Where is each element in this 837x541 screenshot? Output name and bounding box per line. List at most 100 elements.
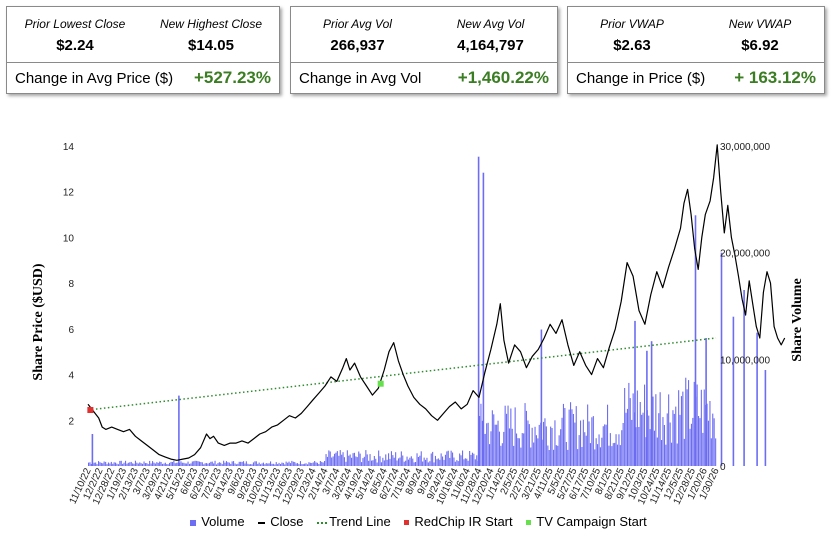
volume-bar — [129, 462, 131, 466]
volume-bar — [602, 426, 604, 466]
volume-spike — [646, 350, 648, 466]
volume-spike — [482, 172, 485, 466]
volume-bar — [416, 453, 418, 466]
volume-bar — [341, 454, 343, 466]
volume-bar — [484, 433, 486, 466]
volume-bar — [287, 462, 289, 466]
volume-bar — [692, 417, 694, 466]
volume-bar — [471, 452, 473, 466]
volume-bar — [528, 424, 530, 466]
volume-bar — [312, 462, 314, 466]
volume-bar — [426, 457, 428, 466]
volume-bar — [406, 456, 408, 466]
volume-bar — [252, 462, 254, 466]
volume-bar — [197, 461, 199, 466]
volume-bar — [589, 443, 591, 466]
volume-bar — [530, 447, 532, 466]
volume-bar — [299, 461, 301, 466]
stat-col-left: Prior Lowest Close $2.24 — [7, 7, 143, 62]
volume-bar — [538, 424, 540, 466]
volume-bar — [238, 461, 240, 466]
volume-bar — [486, 423, 488, 466]
stat-change-row: Change in Price ($) + 163.12% — [568, 63, 824, 93]
volume-bar — [267, 463, 269, 466]
x-axis: 11/10/2212/2/2212/28/221/19/232/13/233/7… — [68, 466, 722, 506]
volume-bar — [555, 445, 557, 466]
volume-bar — [715, 438, 717, 466]
volume-bar — [709, 401, 711, 466]
volume-bar — [513, 445, 515, 466]
volume-bar — [106, 464, 108, 466]
change-avg-vol-value: +1,460.22% — [457, 68, 549, 87]
volume-bar — [710, 438, 712, 466]
volume-bar — [703, 389, 705, 466]
volume-bar — [365, 450, 367, 466]
volume-bar — [571, 409, 573, 466]
volume-bar — [407, 459, 409, 466]
volume-bar — [594, 449, 596, 466]
volume-spike — [634, 320, 636, 466]
volume-bar — [254, 461, 256, 466]
volume-bar — [280, 464, 282, 466]
volume-bar — [262, 462, 264, 466]
volume-bar — [255, 461, 257, 466]
volume-bar — [184, 463, 186, 466]
change-avg-vol-label: Change in Avg Vol — [299, 69, 422, 87]
y-axis-right: 0 10,000,000 20,000,000 30,000,000 — [720, 142, 770, 473]
volume-bar — [467, 460, 469, 466]
volume-bar — [380, 462, 382, 466]
volume-bar — [319, 461, 321, 466]
volume-bar — [342, 452, 344, 466]
volume-bar — [534, 426, 536, 466]
volume-bar — [163, 463, 165, 466]
volume-bar — [302, 464, 304, 466]
volume-bar — [339, 450, 341, 466]
volume-bar — [511, 428, 513, 466]
volume-bar — [604, 424, 606, 466]
volume-bar — [218, 462, 220, 466]
volume-bar — [668, 394, 670, 466]
volume-bar — [210, 461, 212, 466]
volume-bar — [291, 460, 293, 466]
volume-bar — [294, 462, 296, 466]
volume-bar — [713, 418, 715, 466]
volume-bar — [359, 453, 361, 466]
change-price-label: Change in Price ($) — [576, 69, 706, 87]
volume-bar — [274, 464, 276, 466]
volume-bar — [439, 459, 441, 466]
volume-bar — [479, 416, 481, 466]
volume-bar — [399, 457, 401, 466]
new-vwap-label: New VWAP — [728, 17, 792, 31]
volume-spike — [540, 329, 543, 466]
volume-bar — [383, 460, 385, 466]
volume-bar — [231, 461, 233, 466]
volume-bar — [641, 414, 643, 466]
volume-bar — [686, 389, 688, 466]
volume-bar — [352, 453, 354, 466]
volume-bar — [473, 453, 475, 466]
volume-bar — [642, 412, 644, 466]
volume-bar — [183, 462, 185, 466]
volume-bar — [216, 464, 218, 466]
volume-bar — [228, 462, 230, 466]
volume-bar — [659, 392, 661, 466]
volume-bar — [531, 427, 533, 466]
volume-bar — [144, 463, 146, 466]
volume-bar — [136, 462, 138, 466]
markers-group — [87, 380, 384, 413]
volume-bar — [572, 414, 574, 466]
legend-volume-label: Volume — [201, 514, 245, 529]
volume-bar — [712, 413, 714, 466]
volume-bar — [196, 460, 198, 466]
volume-bar — [90, 464, 92, 466]
trend-line — [87, 337, 717, 411]
volume-bar — [376, 462, 378, 466]
volume-bar — [628, 382, 630, 466]
volume-bar — [523, 433, 525, 466]
volume-bar — [425, 459, 427, 466]
volume-bar — [217, 463, 219, 466]
volume-bar — [369, 454, 371, 466]
volume-bar — [355, 456, 357, 466]
volume-bar — [561, 417, 563, 466]
volume-bar — [685, 377, 687, 466]
